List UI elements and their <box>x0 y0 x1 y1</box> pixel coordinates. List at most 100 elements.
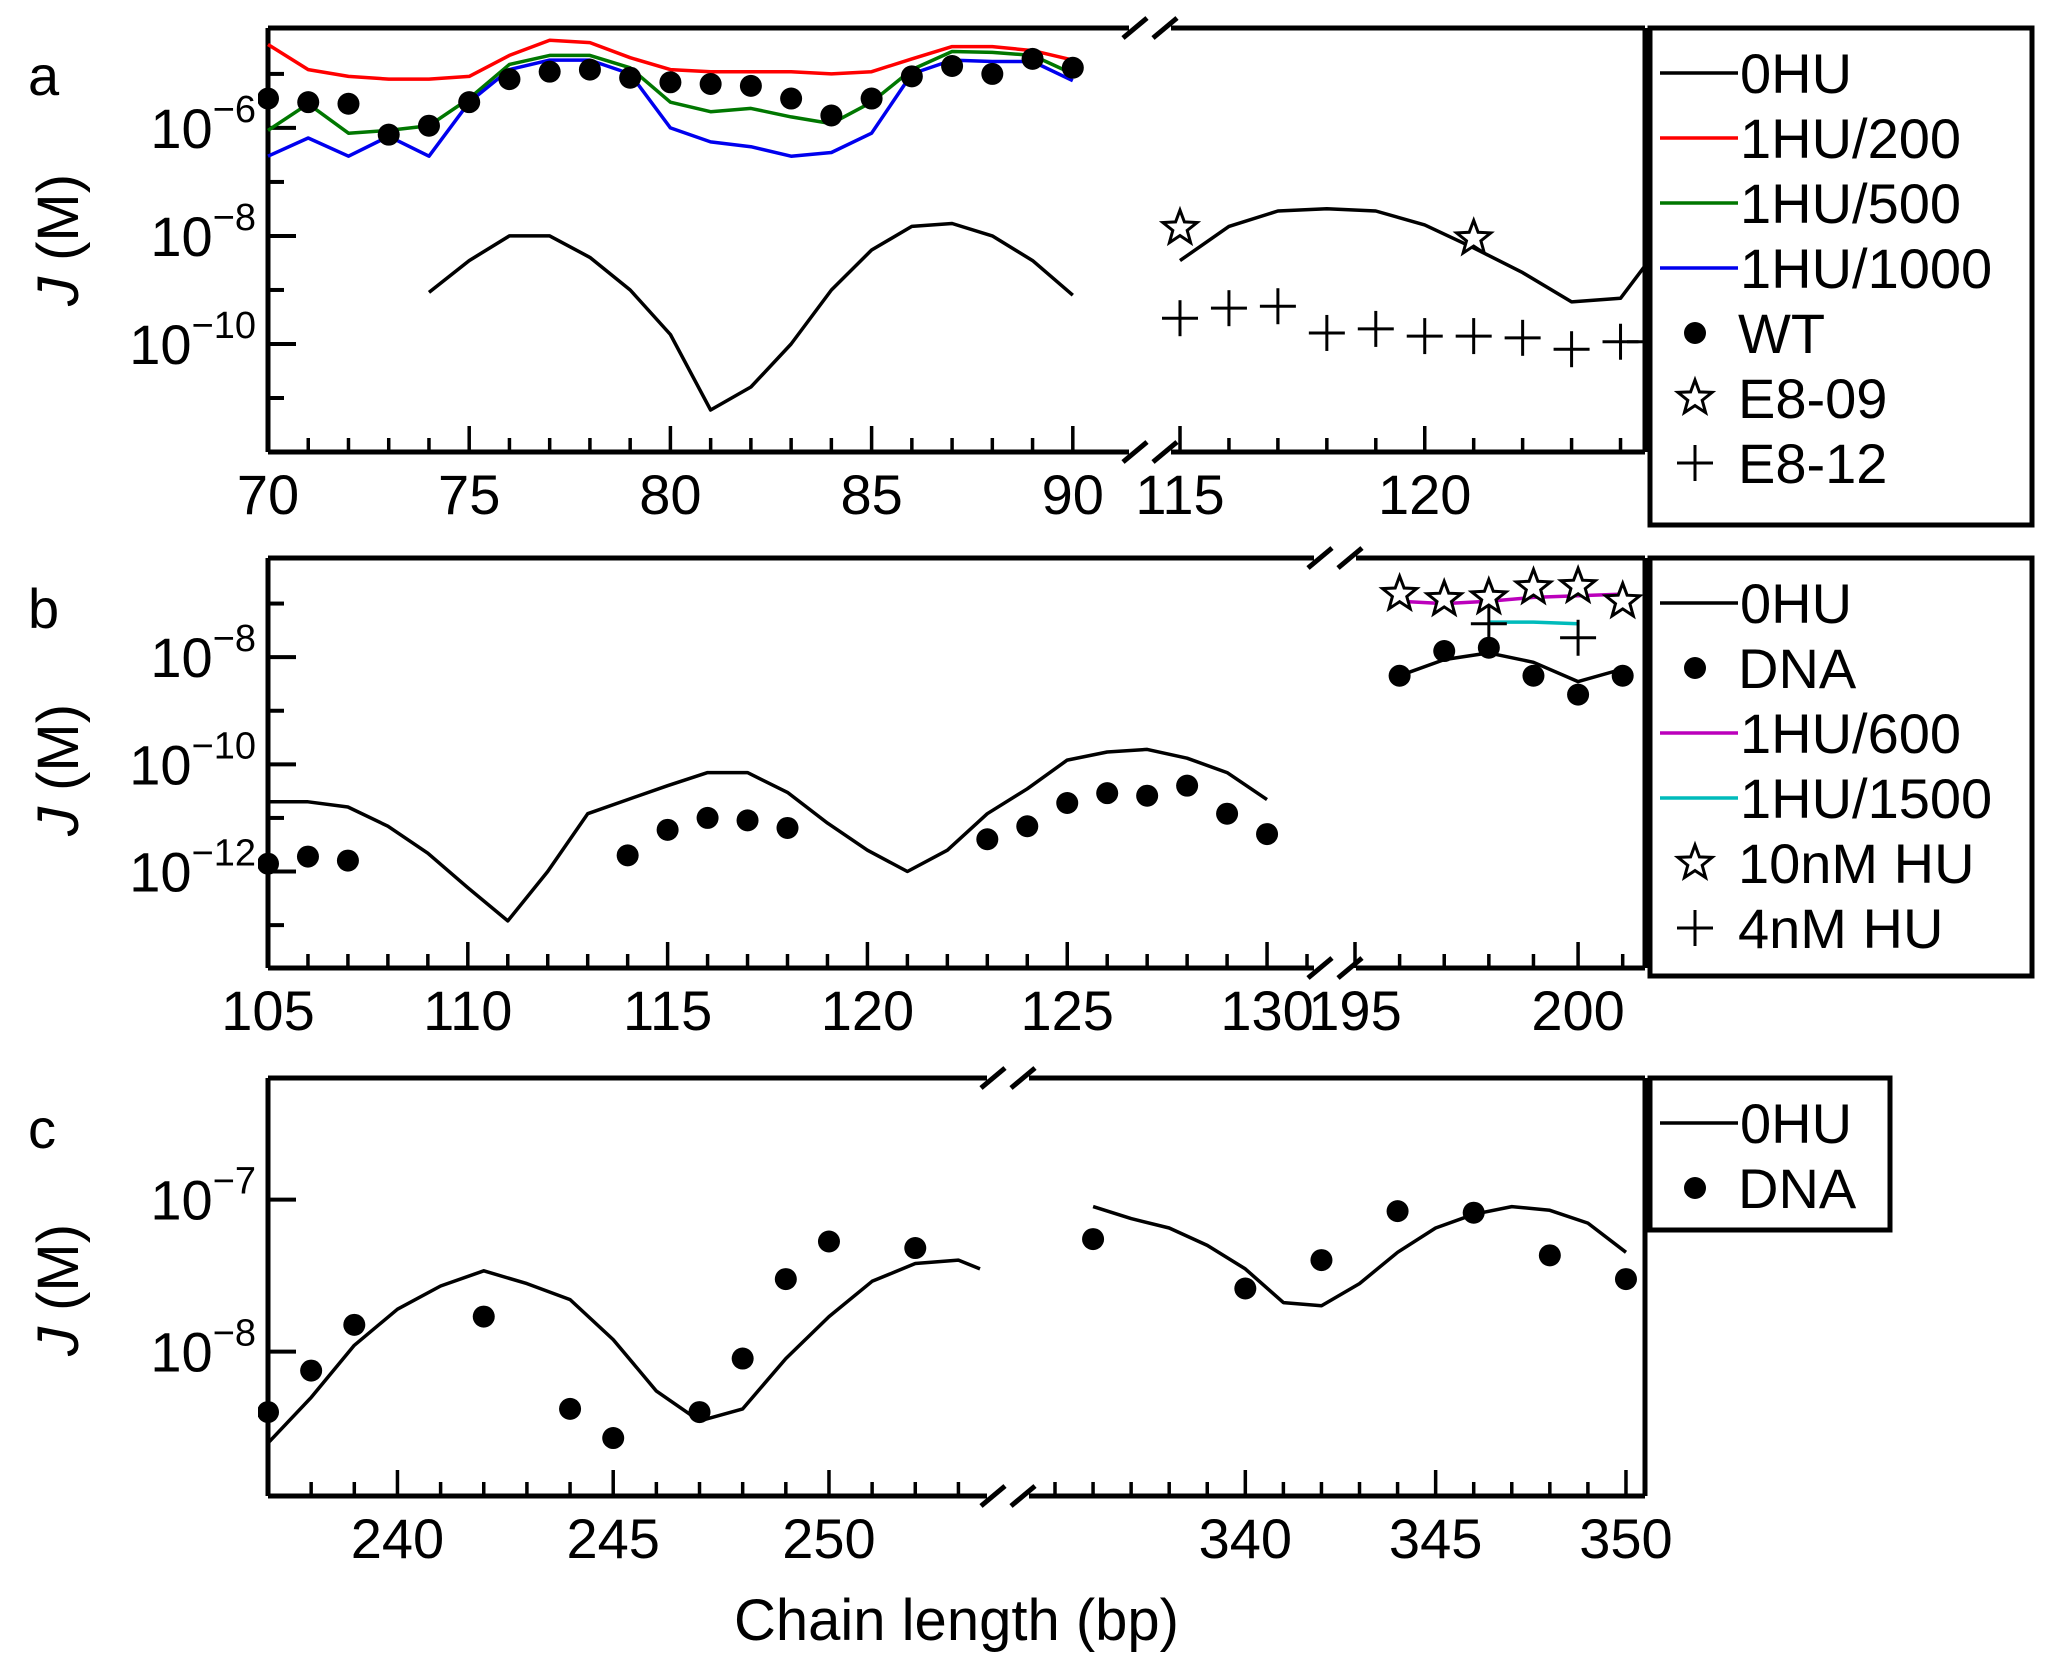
data-point <box>1096 782 1119 805</box>
data-point <box>1388 664 1411 687</box>
data-point <box>1611 664 1634 687</box>
series-1hu-200 <box>267 38 1074 81</box>
data-point <box>1061 56 1084 79</box>
panel-letter: c <box>28 1097 56 1160</box>
series-line <box>267 58 1074 158</box>
data-point <box>1567 683 1590 706</box>
x-tick-label: 115 <box>623 979 712 1042</box>
data-point <box>1259 288 1296 325</box>
legend-item-0hu: 0HU <box>1660 1092 1852 1155</box>
series-line <box>266 1258 981 1445</box>
legend-item-e8-09: E8-09 <box>1673 367 1887 430</box>
legend-item-10nm-hu: 10nM HU <box>1673 832 1975 895</box>
data-point <box>1455 318 1492 355</box>
data-point <box>616 844 639 867</box>
panel-letter: a <box>28 44 60 107</box>
axis-break-mark <box>979 1066 1007 1090</box>
data-point <box>578 58 601 81</box>
data-point <box>1016 815 1039 838</box>
x-tick-label: 200 <box>1531 979 1624 1042</box>
data-point <box>860 87 883 110</box>
axis-break-mark <box>1121 440 1149 464</box>
y-tick-label: 10−12 <box>129 833 256 904</box>
legend-swatch <box>1684 322 1706 344</box>
legend-swatch <box>1673 375 1717 417</box>
data-point <box>776 816 799 839</box>
data-point <box>1162 300 1198 337</box>
series-0hu <box>427 206 1647 412</box>
data-point <box>659 71 682 94</box>
legend-item-e8-12: E8-12 <box>1677 432 1887 495</box>
data-point <box>1560 619 1597 656</box>
series-wt <box>258 47 1084 146</box>
data-point <box>1310 1249 1333 1272</box>
axis-break-mark <box>1009 1066 1037 1090</box>
data-point <box>1256 823 1279 846</box>
x-tick-label: 70 <box>237 463 299 526</box>
y-axis-label: J (M) <box>26 1224 91 1357</box>
x-tick-label: 105 <box>221 979 314 1042</box>
legend-label: 0HU <box>1740 1092 1852 1155</box>
y-tick-label: 10−6 <box>150 89 256 160</box>
x-tick-label: 240 <box>351 1507 444 1570</box>
data-point <box>1136 784 1159 807</box>
series-line <box>267 49 1074 135</box>
x-tick-label: 345 <box>1389 1507 1482 1570</box>
axis-break-mark <box>1336 546 1364 570</box>
x-tick-label: 195 <box>1308 979 1401 1042</box>
data-point <box>538 60 561 83</box>
data-point <box>1158 205 1202 247</box>
legend-item-1hu-1500: 1HU/1500 <box>1660 767 1992 830</box>
legend-item-1hu-200: 1HU/200 <box>1660 107 1961 170</box>
legend-label: DNA <box>1738 1157 1857 1220</box>
data-point <box>1082 1228 1105 1251</box>
x-tick-label: 350 <box>1579 1507 1672 1570</box>
plot-area <box>258 564 1644 923</box>
series-line <box>427 221 1074 412</box>
data-point <box>688 1401 711 1424</box>
data-point <box>1357 310 1394 347</box>
data-point <box>1601 579 1644 620</box>
data-point <box>258 852 279 875</box>
legend-box <box>1647 555 2035 979</box>
legend-label: DNA <box>1738 637 1857 700</box>
axis-break-mark <box>1306 956 1334 980</box>
data-point <box>1614 1268 1637 1291</box>
data-point <box>1308 314 1345 351</box>
legend-swatch <box>1684 657 1706 679</box>
legend-item-dna: DNA <box>1684 1157 1857 1220</box>
legend-swatch <box>1684 1177 1706 1199</box>
data-point <box>731 1347 754 1370</box>
legend-label: E8-12 <box>1738 432 1887 495</box>
data-point <box>1176 774 1199 797</box>
y-tick-label: 10−10 <box>129 305 256 376</box>
data-point <box>296 845 319 868</box>
data-point <box>1386 1200 1409 1223</box>
data-point <box>1423 577 1466 618</box>
legend-label: 1HU/1000 <box>1740 237 1992 300</box>
axis-break-mark <box>979 1484 1007 1508</box>
legend-swatch <box>1677 910 1713 946</box>
x-tick-label: 75 <box>438 463 500 526</box>
data-point <box>1512 565 1555 606</box>
data-point <box>619 66 642 89</box>
series-line <box>1399 651 1624 684</box>
legend-label: 1HU/200 <box>1740 107 1961 170</box>
data-point <box>817 1230 840 1253</box>
x-tick-label: 120 <box>821 979 914 1042</box>
data-point <box>559 1397 582 1420</box>
data-point <box>1216 802 1239 825</box>
y-tick-label: 10−10 <box>129 725 256 796</box>
panel-letter: b <box>28 577 59 640</box>
legend-item-4nm-hu: 4nM HU <box>1677 897 1943 960</box>
legend-item-wt: WT <box>1684 302 1825 365</box>
data-point <box>297 91 320 114</box>
data-point <box>1452 216 1495 257</box>
plot-area <box>258 1200 1637 1450</box>
series-dna <box>258 636 1634 875</box>
data-point <box>780 87 803 110</box>
x-tick-label: 120 <box>1378 463 1471 526</box>
data-point <box>1433 640 1456 663</box>
data-point <box>1470 605 1507 642</box>
